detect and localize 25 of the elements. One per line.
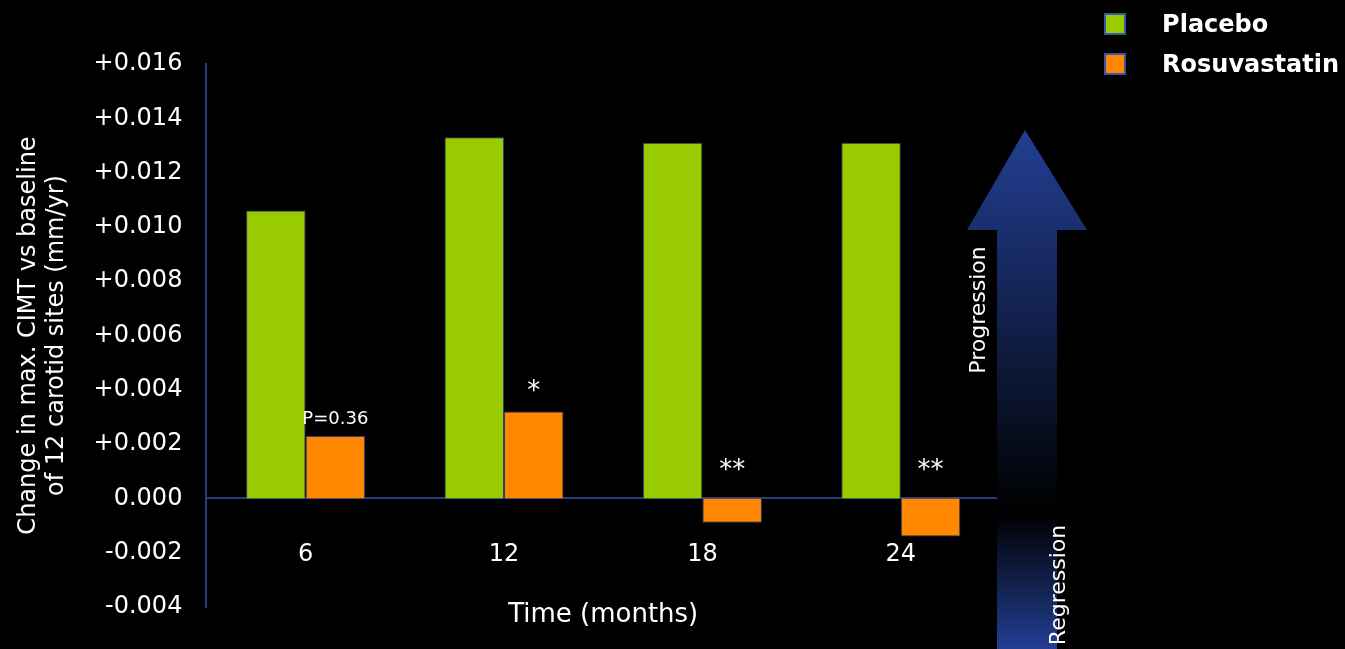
annotation: ** — [917, 454, 944, 485]
y-tick-label: +0.010 — [93, 211, 183, 240]
y-tick-label: -0.004 — [105, 591, 183, 620]
annotation: ** — [719, 454, 746, 485]
annotation: * — [527, 375, 541, 406]
annotation: Progression — [965, 246, 990, 374]
legend-label: Rosuvastatin — [1162, 50, 1339, 78]
y-tick-label: +0.012 — [93, 156, 183, 185]
y-tick-label: +0.002 — [93, 428, 183, 457]
y-axis-title: Change in max. CIMT vs baseline of 12 carotid sites (mm/yr) — [12, 136, 70, 535]
x-tick-label: 12 — [488, 539, 520, 568]
x-tick-label: 6 — [297, 539, 314, 568]
x-tick-label: 18 — [687, 539, 718, 568]
legend-label: Placebo — [1162, 10, 1269, 38]
y-tick-label: -0.002 — [105, 536, 183, 565]
annotation: P=0.36 — [302, 406, 369, 428]
y-tick-label: +0.004 — [93, 374, 183, 403]
y-tick-label: +0.014 — [93, 102, 183, 131]
x-tick-label: 24 — [885, 539, 917, 568]
arrow-icon: Progression Regression — [965, 130, 1090, 649]
y-tick-label: 0.000 — [113, 482, 183, 511]
x-axis-title: Time (months) — [507, 597, 699, 628]
y-tick-label: +0.016 — [93, 48, 183, 77]
y-tick-label: +0.008 — [93, 265, 183, 294]
y-tick-label: +0.006 — [93, 319, 183, 348]
